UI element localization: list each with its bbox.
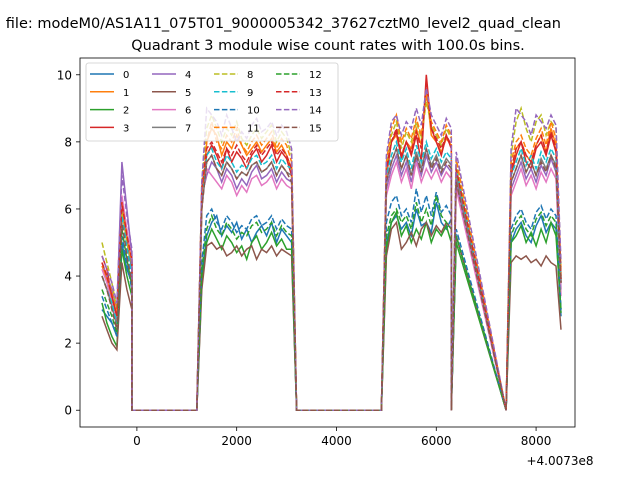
legend-label: 7	[185, 123, 191, 134]
chart-title: Quadrant 3 module wise count rates with …	[131, 38, 525, 54]
y-tick-label: 0	[64, 404, 72, 418]
plot-frame	[79, 57, 576, 428]
figure-suptitle: n file: modeM0/AS1A11_075T01_9000005342_…	[0, 16, 561, 32]
series-line-15	[101, 146, 562, 411]
y-tick-label: 6	[64, 202, 72, 216]
series-line-13	[101, 81, 562, 411]
y-tick-label: 2	[64, 337, 72, 351]
legend-label: 15	[309, 123, 322, 134]
legend-label: 0	[123, 70, 129, 81]
y-axis: 0 2 4 6 8 10	[57, 68, 80, 418]
x-axis: 0 2000 4000 6000 8000	[133, 427, 551, 448]
series-line-8	[101, 101, 562, 411]
x-tick-label: 4000	[321, 434, 352, 448]
x-offset-label: +4.0073e8	[526, 454, 593, 468]
legend-label: 10	[247, 106, 260, 117]
plot-lines	[101, 74, 562, 411]
series-line-14	[101, 88, 562, 411]
legend-label: 11	[247, 123, 260, 134]
x-tick-label: 2000	[221, 434, 252, 448]
legend-label: 3	[123, 123, 129, 134]
y-tick-label: 8	[64, 135, 72, 149]
legend-label: 5	[185, 88, 191, 99]
legend-label: 2	[123, 106, 129, 117]
legend-label: 6	[185, 106, 191, 117]
legend-label: 14	[309, 106, 322, 117]
series-line-12	[101, 195, 562, 411]
legend-label: 12	[309, 70, 322, 81]
x-tick-label: 8000	[521, 434, 552, 448]
y-tick-label: 10	[57, 68, 72, 82]
x-tick-label: 0	[133, 434, 141, 448]
legend-label: 8	[247, 70, 253, 81]
x-tick-label: 6000	[421, 434, 452, 448]
y-tick-label: 4	[64, 270, 72, 284]
legend-label: 9	[247, 88, 253, 99]
legend-frame	[85, 62, 339, 142]
legend-label: 4	[185, 70, 191, 81]
legend-label: 13	[309, 88, 322, 99]
legend-label: 1	[123, 88, 129, 99]
